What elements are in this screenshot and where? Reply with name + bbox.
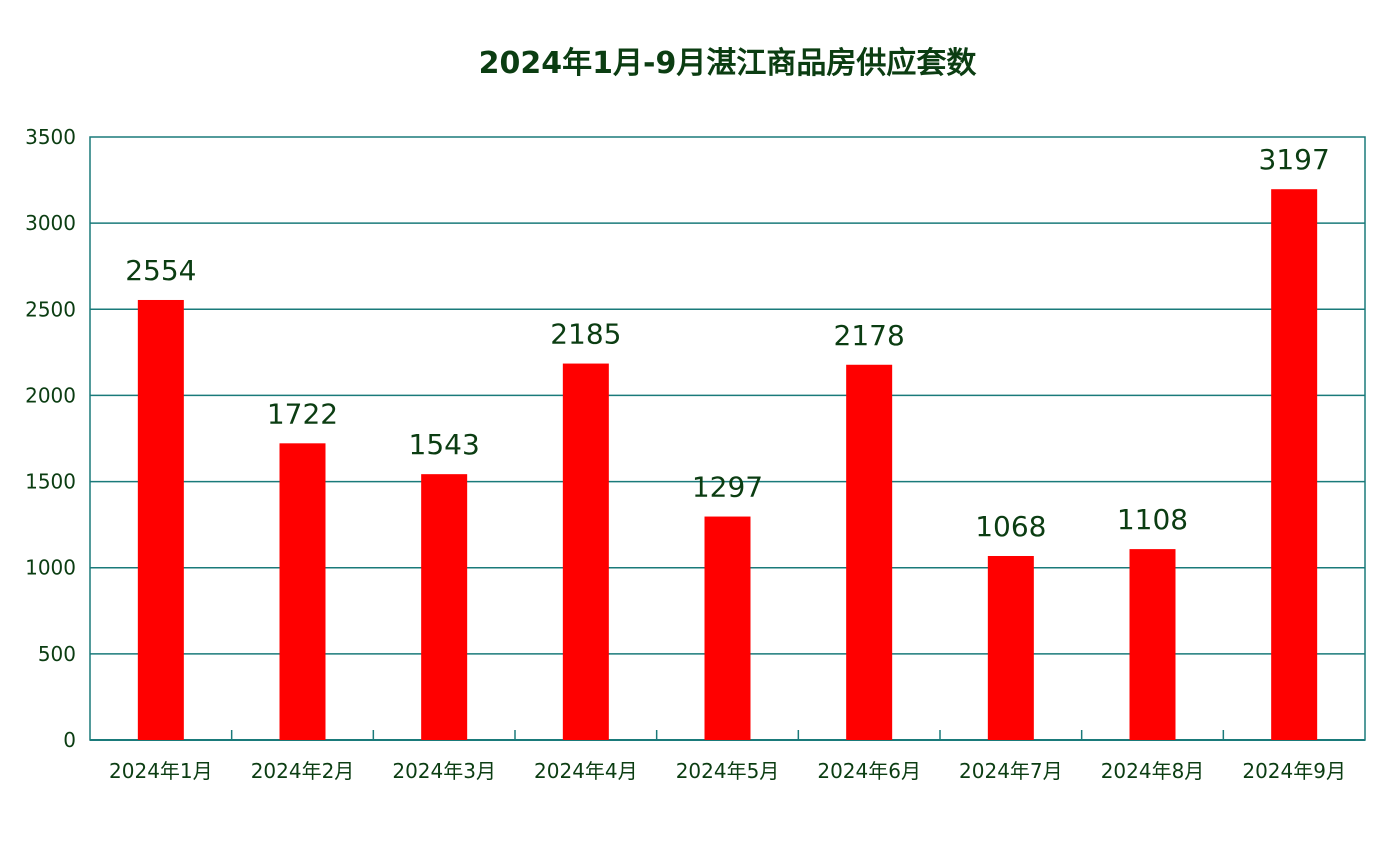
bar[interactable] [1271, 189, 1318, 740]
x-tick-label: 2024年9月 [1242, 759, 1346, 783]
x-tick-label: 2024年3月 [392, 759, 496, 783]
data-label: 1068 [975, 510, 1046, 543]
x-tick-label: 2024年4月 [534, 759, 638, 783]
data-label: 1108 [1117, 503, 1188, 536]
x-tick-label: 2024年6月 [817, 759, 921, 783]
x-tick-label: 2024年1月 [109, 759, 213, 783]
x-tick-label: 2024年7月 [959, 759, 1063, 783]
data-label: 2554 [125, 254, 196, 287]
bar[interactable] [987, 555, 1034, 740]
y-tick-label: 3500 [25, 125, 76, 149]
data-label: 1297 [692, 471, 763, 504]
data-label: 2185 [550, 318, 621, 351]
x-tick-label: 2024年8月 [1101, 759, 1205, 783]
bar[interactable] [1129, 549, 1176, 740]
data-label: 2178 [834, 319, 905, 352]
y-tick-label: 1500 [25, 470, 76, 494]
y-tick-label: 500 [38, 642, 76, 666]
data-label: 1543 [409, 428, 480, 461]
bar[interactable] [704, 516, 751, 740]
y-tick-label: 2000 [25, 383, 76, 407]
bar[interactable] [421, 474, 468, 740]
y-tick-label: 0 [63, 728, 76, 752]
data-label: 1722 [267, 397, 338, 430]
x-tick-label: 2024年2月 [251, 759, 355, 783]
y-tick-label: 1000 [25, 556, 76, 580]
y-tick-label: 3000 [25, 211, 76, 235]
bar[interactable] [562, 363, 609, 740]
bar[interactable] [279, 443, 326, 740]
bar[interactable] [137, 299, 184, 740]
y-tick-label: 2500 [25, 297, 76, 321]
x-tick-label: 2024年5月 [676, 759, 780, 783]
data-label: 3197 [1259, 143, 1330, 176]
bar[interactable] [846, 364, 893, 740]
chart-title: 2024年1月-9月湛江商品房供应套数 [478, 46, 977, 81]
